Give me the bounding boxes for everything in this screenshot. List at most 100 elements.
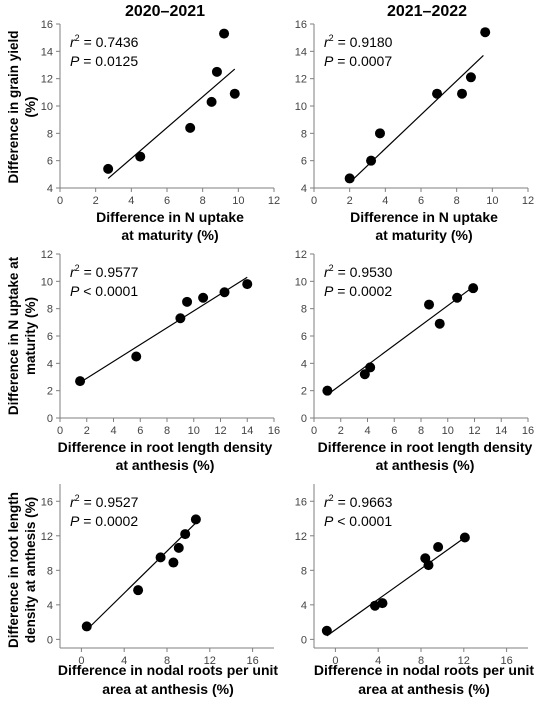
xlabel-line2: at maturity (%): [375, 227, 472, 243]
xlabel-line1: Difference in N uptake: [96, 209, 244, 225]
data-point: [168, 557, 179, 568]
data-point: [242, 279, 253, 290]
data-point: [173, 542, 184, 553]
y-tick-label: 4: [301, 358, 307, 370]
x-tick-label: 8: [418, 655, 424, 667]
data-point: [377, 598, 388, 609]
x-tick-label: 10: [232, 195, 244, 207]
data-point: [103, 163, 114, 174]
x-tick-label: 6: [137, 425, 143, 437]
y-tick-label: 6: [47, 331, 53, 343]
plot-area: [60, 254, 274, 418]
data-point: [322, 385, 333, 396]
y-tick-label: 4: [47, 183, 53, 195]
r-squared-label: r2 = 0.9530: [324, 263, 393, 280]
data-point: [155, 552, 166, 563]
data-point: [185, 122, 196, 133]
y-tick-label: 8: [47, 304, 53, 316]
ylabel-line2: maturity (%): [23, 297, 38, 375]
p-value-label: P = 0.0007: [324, 53, 392, 69]
x-tick-label: 2: [84, 425, 90, 437]
data-point: [206, 96, 217, 107]
y-tick-label: 0: [301, 634, 307, 646]
data-point: [359, 369, 370, 380]
y-tick-label: 6: [47, 156, 53, 168]
y-tick-label: 16: [295, 19, 307, 31]
scatter-panel-r1-c1: 0 2 4 6 8 10 12 4 6 8 10 12 14 16 r2 = 0.7436 P = 0.012…: [41, 19, 280, 207]
column-title-2020-2021: 2020–2021: [125, 3, 205, 20]
x-tick-label: 4: [364, 425, 370, 437]
y-tick-label: 10: [41, 101, 53, 113]
x-tick-label: 4: [382, 195, 388, 207]
regression-line: [107, 68, 236, 179]
regression-line: [86, 522, 197, 631]
y-tick-label: 0: [47, 413, 53, 425]
y-tick-label: 0: [47, 634, 53, 646]
y-tick-label: 2: [301, 386, 307, 398]
data-point: [423, 560, 434, 571]
data-point: [180, 529, 191, 540]
x-tick-label: 6: [391, 425, 397, 437]
ylabel-line1: Difference in root length: [6, 492, 21, 648]
r-squared-label: r2 = 0.9577: [70, 263, 139, 280]
column-title-2021-2022: 2021–2022: [387, 3, 467, 20]
ylabel-line2: (%): [23, 97, 38, 118]
y-tick-label: 4: [47, 358, 53, 370]
x-tick-label: 2: [338, 425, 344, 437]
row-ylabel-n-uptake: Difference in N uptake at maturity (%): [6, 256, 38, 415]
x-tick-label: 14: [241, 425, 253, 437]
data-point: [75, 376, 86, 387]
data-point: [131, 351, 142, 362]
scatter-panel-r3-c1: 0 4 8 12 16 0 4 8 12 16 r2 = 0.9527 P = 0.0002: [41, 484, 274, 667]
xlabel-line1: Difference in nodal roots per unit: [58, 662, 278, 678]
plot-area: [314, 254, 528, 418]
p-value-label: P < 0.0001: [70, 283, 138, 299]
scatter-panel-r2-c2: 0 2 4 6 8 10 12 14 16 0 2 4 6 8 10 12 r2 = 0.9530 P = 0.0…: [295, 249, 534, 437]
x-tick-label: 16: [522, 425, 534, 437]
p-value-label: P < 0.0001: [324, 513, 392, 529]
data-point: [190, 514, 201, 525]
xlabel-row2-left: Difference in root length density at ant…: [58, 439, 273, 473]
xlabel-line1: Difference in root length density: [318, 439, 533, 455]
y-tick-label: 14: [41, 46, 53, 58]
y-tick-label: 10: [41, 276, 53, 288]
y-tick-label: 14: [295, 46, 307, 58]
y-tick-label: 6: [301, 156, 307, 168]
y-tick-label: 12: [295, 531, 307, 543]
data-point: [198, 292, 209, 303]
x-tick-label: 6: [418, 195, 424, 207]
y-tick-label: 8: [301, 128, 307, 140]
y-tick-label: 16: [41, 19, 53, 31]
x-tick-label: 12: [468, 425, 480, 437]
r-squared-label: r2 = 0.7436: [70, 33, 139, 50]
data-point: [81, 621, 92, 632]
y-tick-label: 8: [47, 565, 53, 577]
xlabel-line2: at maturity (%): [121, 227, 218, 243]
ylabel-line1: Difference in N uptake at: [6, 256, 21, 415]
y-tick-label: 0: [301, 413, 307, 425]
regression-line: [327, 286, 474, 396]
data-point: [424, 299, 435, 310]
p-value-label: P = 0.0002: [70, 513, 138, 529]
x-tick-label: 16: [246, 655, 258, 667]
row-ylabel-root-length-density: Difference in root length density at ant…: [6, 492, 38, 648]
y-tick-label: 12: [295, 249, 307, 261]
xlabel-line2: area at anthesis (%): [102, 681, 234, 697]
y-tick-label: 16: [295, 496, 307, 508]
plot-area: [60, 24, 274, 188]
x-tick-label: 12: [522, 195, 534, 207]
y-tick-label: 8: [301, 304, 307, 316]
x-tick-label: 4: [128, 195, 134, 207]
x-tick-label: 2: [93, 195, 99, 207]
x-tick-label: 10: [442, 425, 454, 437]
y-tick-label: 2: [47, 386, 53, 398]
data-point: [219, 287, 230, 298]
data-point: [321, 625, 332, 636]
y-tick-label: 4: [301, 183, 307, 195]
xlabel-row1-left: Difference in N uptake at maturity (%): [96, 209, 244, 243]
data-point: [344, 173, 355, 184]
x-tick-label: 12: [268, 195, 280, 207]
data-point: [459, 532, 470, 543]
y-tick-label: 6: [301, 331, 307, 343]
